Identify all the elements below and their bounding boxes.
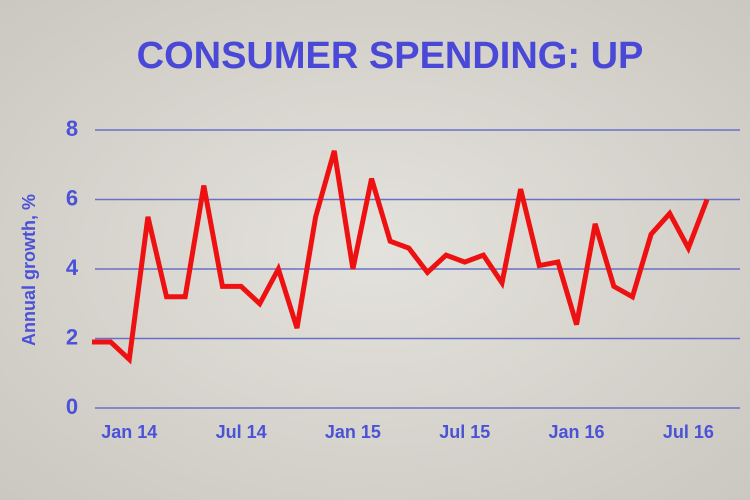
- y-tick-label: 4: [66, 255, 79, 280]
- chart-title: CONSUMER SPENDING: UP: [137, 35, 644, 77]
- x-tick-label: Jan 15: [325, 422, 381, 442]
- x-tick-label: Jul 14: [216, 422, 267, 442]
- x-tick-label: Jul 16: [663, 422, 714, 442]
- y-axis-label: Annual growth, %: [19, 194, 39, 346]
- y-tick-label: 8: [66, 116, 78, 141]
- line-series: [92, 150, 710, 365]
- x-tick-label: Jul 15: [439, 422, 490, 442]
- x-tick-label: Jan 14: [101, 422, 157, 442]
- y-tick-label: 6: [66, 185, 78, 210]
- y-tick-label: 0: [66, 394, 78, 419]
- x-tick-label: Jan 16: [549, 422, 605, 442]
- y-tick-label: 2: [66, 324, 78, 349]
